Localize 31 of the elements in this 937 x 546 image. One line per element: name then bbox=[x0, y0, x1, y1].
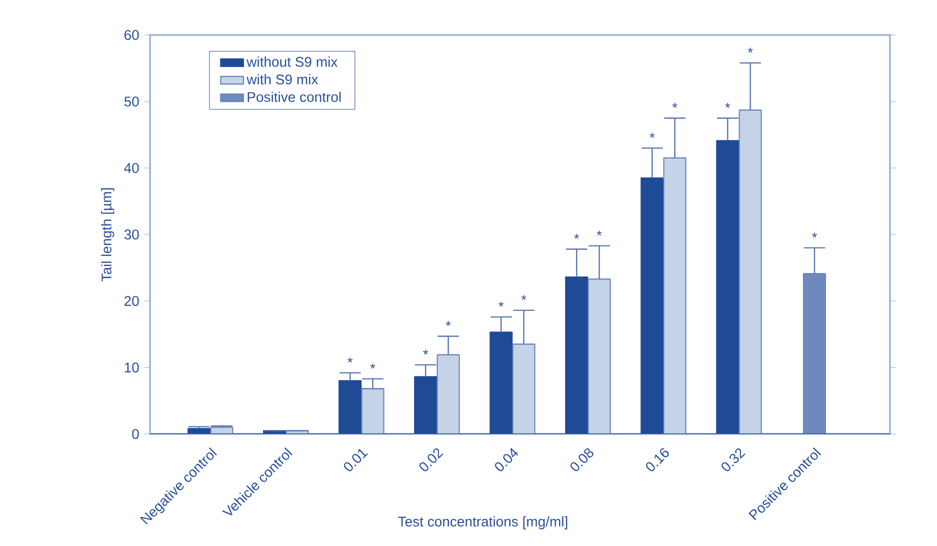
legend-label: without S9 mix bbox=[246, 56, 338, 67]
y-axis-title: Tail length [µm] bbox=[101, 188, 114, 282]
x-tick-label: 0.16 bbox=[646, 448, 669, 472]
y-tick-label: 60 bbox=[124, 30, 139, 40]
annotation: * bbox=[498, 302, 504, 307]
y-tick-label: 30 bbox=[124, 230, 139, 240]
annotation: * bbox=[521, 295, 526, 300]
annotation: * bbox=[748, 48, 753, 53]
annotation: * bbox=[370, 364, 376, 368]
annotation: * bbox=[672, 102, 678, 108]
y-tick-label: 20 bbox=[124, 296, 139, 306]
legend-label: Positive control bbox=[248, 92, 341, 102]
x-tick-label: 0.04 bbox=[494, 448, 518, 472]
y-tick-label: 40 bbox=[124, 163, 139, 173]
x-tick-label: 0.08 bbox=[570, 448, 594, 472]
annotation: * bbox=[650, 132, 655, 138]
x-tick-label: 0.32 bbox=[722, 448, 746, 472]
annotation: * bbox=[725, 102, 730, 108]
annotation: * bbox=[812, 232, 817, 238]
x-axis-title: Test concentrations [mg/ml] bbox=[398, 516, 568, 530]
annotation: * bbox=[596, 230, 602, 236]
annotation: * bbox=[423, 350, 428, 355]
y-tick-label: 0 bbox=[132, 429, 139, 439]
x-tick-label: 0.01 bbox=[344, 448, 368, 472]
y-tick-label: 10 bbox=[124, 362, 139, 372]
annotation: * bbox=[348, 358, 353, 363]
x-tick-label: 0.02 bbox=[419, 448, 444, 472]
annotation: * bbox=[446, 321, 451, 326]
y-tick-label: 50 bbox=[124, 96, 139, 106]
legend-label: with S9 mix bbox=[246, 74, 318, 84]
annotation: * bbox=[574, 234, 580, 239]
